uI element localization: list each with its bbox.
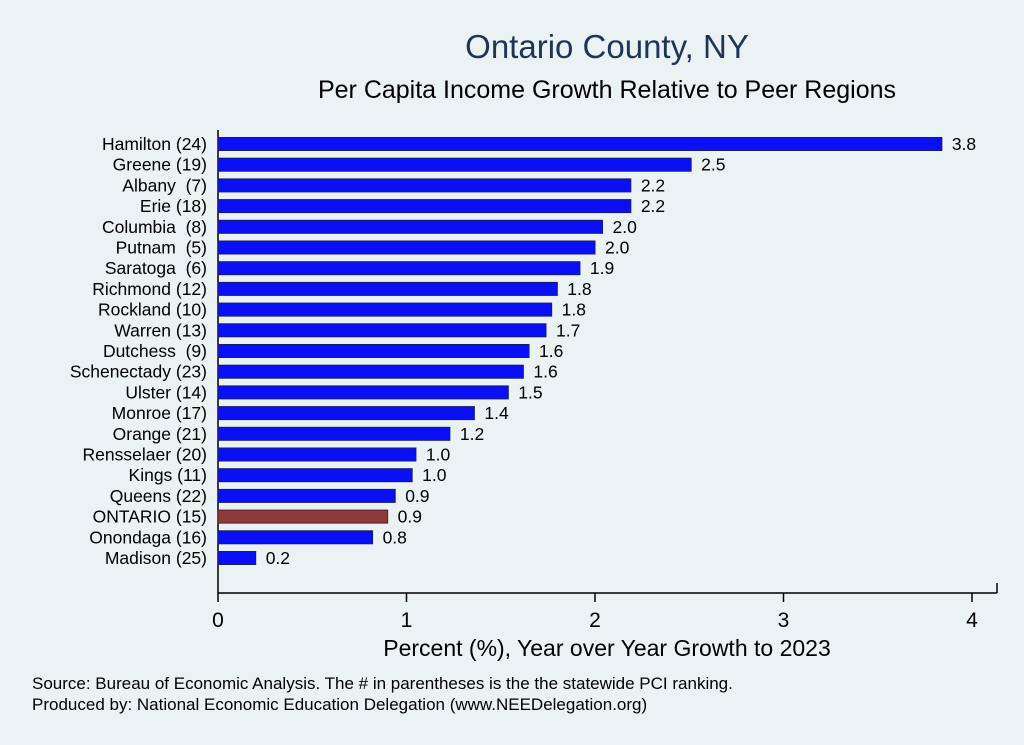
category-label-onondaga-16: Onondaga (16) xyxy=(89,527,207,547)
value-label-albany-7: 2.2 xyxy=(641,175,665,195)
value-label-orange-21: 1.2 xyxy=(460,424,484,444)
category-label-ontario-15: ONTARIO (15) xyxy=(93,507,207,527)
category-label-orange-21: Orange (21) xyxy=(113,424,207,444)
category-label-madison-25: Madison (25) xyxy=(105,548,207,568)
value-label-monroe-17: 1.4 xyxy=(484,403,509,423)
bar-madison-25 xyxy=(217,551,257,565)
category-label-erie-18: Erie (18) xyxy=(140,196,207,216)
value-label-madison-25: 0.2 xyxy=(266,548,290,568)
value-label-rensselaer-20: 1.0 xyxy=(426,445,451,465)
value-label-dutchess-9: 1.6 xyxy=(539,341,563,361)
bar-columbia-8 xyxy=(217,219,604,234)
plot-area: Hamilton (24) 3.8 Greene (19) 2.5 Albany (7)… xyxy=(70,130,998,632)
category-label-richmond-12: Richmond (12) xyxy=(92,279,207,299)
produced-by-note: Produced by: National Economic Education… xyxy=(32,695,647,714)
bar-onondaga-16 xyxy=(217,530,374,545)
category-label-schenectady-23: Schenectady (23) xyxy=(70,362,207,382)
bar-richmond-12 xyxy=(217,281,558,296)
bar-rockland-10 xyxy=(217,302,553,317)
bars-group: Hamilton (24) 3.8 Greene (19) 2.5 Albany (7)… xyxy=(70,134,976,568)
bar-dutchess-9 xyxy=(217,344,530,358)
value-label-putnam-5: 2.0 xyxy=(605,238,630,258)
value-label-warren-13: 1.7 xyxy=(556,320,580,340)
category-label-kings-11: Kings (11) xyxy=(129,465,207,485)
bar-ulster-14 xyxy=(217,385,509,400)
value-label-columbia-8: 2.0 xyxy=(613,217,638,237)
bar-highlight-ontario-15 xyxy=(217,509,389,524)
bar-rensselaer-20 xyxy=(217,447,417,462)
value-label-hamilton-24: 3.8 xyxy=(952,134,976,154)
x-tick-label-1: 1 xyxy=(401,609,413,632)
category-label-columbia-8: Columbia (8) xyxy=(102,217,207,237)
bar-erie-18 xyxy=(217,199,632,214)
category-label-warren-13: Warren (13) xyxy=(114,320,207,340)
bar-saratoga-6 xyxy=(217,261,581,276)
x-tick-label-0: 0 xyxy=(212,609,224,632)
category-label-rockland-10: Rockland (10) xyxy=(98,300,207,320)
value-label-saratoga-6: 1.9 xyxy=(590,258,614,278)
value-label-ontario-15: 0.9 xyxy=(398,507,422,527)
value-label-ulster-14: 1.5 xyxy=(518,382,542,402)
x-tick-label-3: 3 xyxy=(778,609,790,632)
bar-monroe-17 xyxy=(217,406,475,421)
bar-putnam-5 xyxy=(217,240,596,255)
category-label-rensselaer-20: Rensselaer (20) xyxy=(83,445,208,465)
bar-orange-21 xyxy=(217,426,451,441)
category-label-hamilton-24: Hamilton (24) xyxy=(102,134,207,154)
value-label-kings-11: 1.0 xyxy=(422,465,447,485)
value-label-richmond-12: 1.8 xyxy=(567,279,591,299)
bar-schenectady-23 xyxy=(217,364,524,379)
category-label-ulster-14: Ulster (14) xyxy=(125,382,207,402)
source-note: Source: Bureau of Economic Analysis. The… xyxy=(32,674,733,693)
category-label-putnam-5: Putnam (5) xyxy=(116,238,207,258)
category-label-greene-19: Greene (19) xyxy=(113,155,207,175)
category-label-monroe-17: Monroe (17) xyxy=(112,403,207,423)
x-ticks-group: 0 1 2 3 4 xyxy=(212,593,978,632)
bar-hamilton-24 xyxy=(217,137,943,151)
category-label-dutchess-9: Dutchess (9) xyxy=(103,341,207,361)
category-label-albany-7: Albany (7) xyxy=(122,175,207,195)
category-label-saratoga-6: Saratoga (6) xyxy=(105,258,207,278)
category-label-queens-22: Queens (22) xyxy=(110,486,207,506)
value-label-rockland-10: 1.8 xyxy=(562,300,586,320)
x-tick-label-4: 4 xyxy=(966,609,978,632)
value-label-queens-22: 0.9 xyxy=(405,486,429,506)
value-label-onondaga-16: 0.8 xyxy=(383,527,407,547)
value-label-greene-19: 2.5 xyxy=(701,155,725,175)
value-label-erie-18: 2.2 xyxy=(641,196,665,216)
bar-kings-11 xyxy=(217,468,413,483)
bar-warren-13 xyxy=(217,323,547,338)
x-tick-label-2: 2 xyxy=(589,609,601,632)
x-axis-title: Percent (%), Year over Year Growth to 20… xyxy=(383,635,831,661)
bar-greene-19 xyxy=(217,157,692,172)
chart-title: Ontario County, NY xyxy=(465,28,749,65)
bar-albany-7 xyxy=(217,178,632,193)
value-label-schenectady-23: 1.6 xyxy=(533,362,557,382)
bar-queens-22 xyxy=(217,488,396,503)
chart-subtitle: Per Capita Income Growth Relative to Pee… xyxy=(318,76,896,104)
